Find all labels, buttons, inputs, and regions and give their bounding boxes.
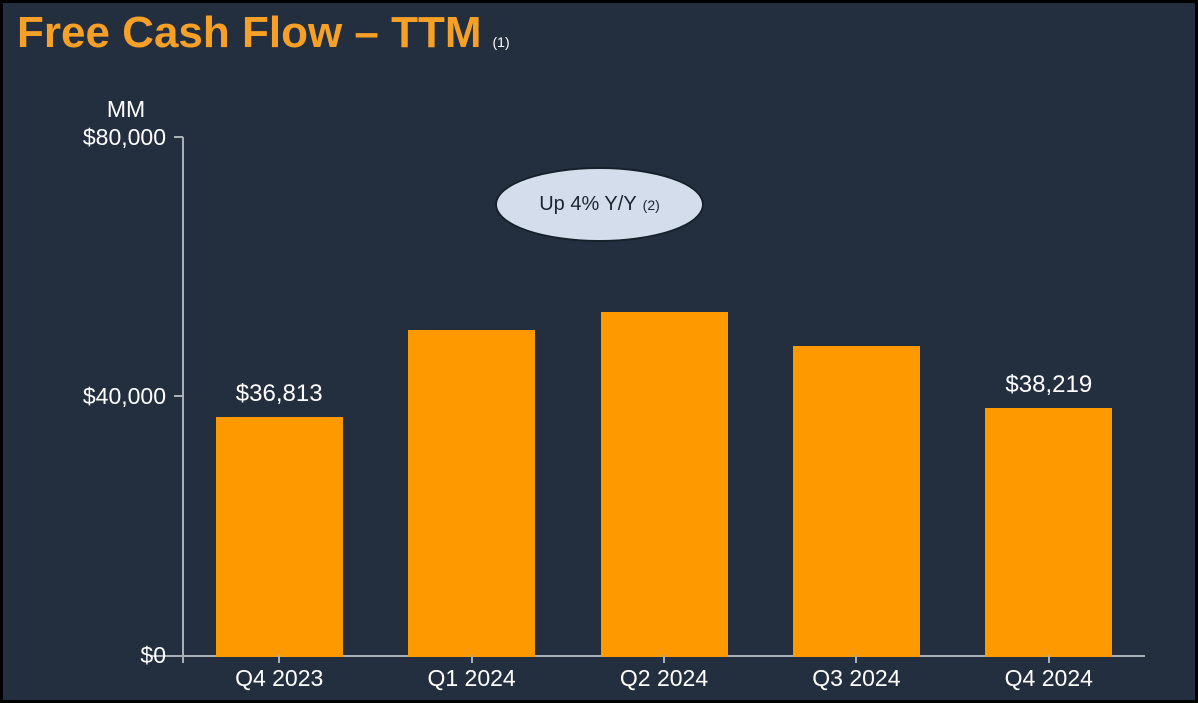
y-tick-mark (174, 136, 183, 138)
y-axis-unit-label: MM (106, 96, 146, 122)
x-tick-mark (663, 655, 665, 663)
page-title: Free Cash Flow – TTM (17, 8, 482, 57)
bar-q3-2024 (792, 346, 920, 657)
x-tick-mark (855, 655, 858, 663)
title-footnote-marker: (1) (492, 34, 510, 50)
y-tick-label: $40,000 (82, 383, 166, 409)
y-tick-label: $80,000 (82, 124, 166, 150)
x-tick-label-q2-2024: Q2 2024 (619, 665, 709, 691)
x-tick-mark (470, 655, 473, 663)
title-row: Free Cash Flow – TTM (1) (17, 7, 510, 60)
x-tick-mark (1047, 655, 1050, 663)
bar-value-label-q4-2024: $38,219 (1005, 370, 1093, 398)
y-axis-line (182, 137, 184, 663)
bar-q2-2024 (600, 311, 728, 657)
y-tick-mark (174, 395, 183, 397)
x-tick-label-q3-2024: Q3 2024 (812, 665, 901, 691)
bar-q4-2023 (215, 416, 343, 657)
x-tick-label-q4-2023: Q4 2023 (235, 665, 324, 691)
y-tick-label: $0 (140, 642, 166, 668)
annotation-text: Up 4% Y/Y (539, 193, 637, 215)
annotation-footnote-marker: (2) (642, 197, 660, 213)
x-tick-label-q4-2024: Q4 2024 (1004, 665, 1093, 691)
x-tick-mark (278, 655, 281, 663)
bar-q1-2024 (408, 330, 536, 657)
annotation-label: Up 4% Y/Y (2) (539, 193, 660, 216)
x-tick-label-q1-2024: Q1 2024 (427, 665, 516, 691)
bar-value-label-q4-2023: $36,813 (235, 379, 323, 407)
bar-q4-2024 (985, 407, 1113, 657)
annotation-ellipse: Up 4% Y/Y (2) (495, 167, 704, 242)
